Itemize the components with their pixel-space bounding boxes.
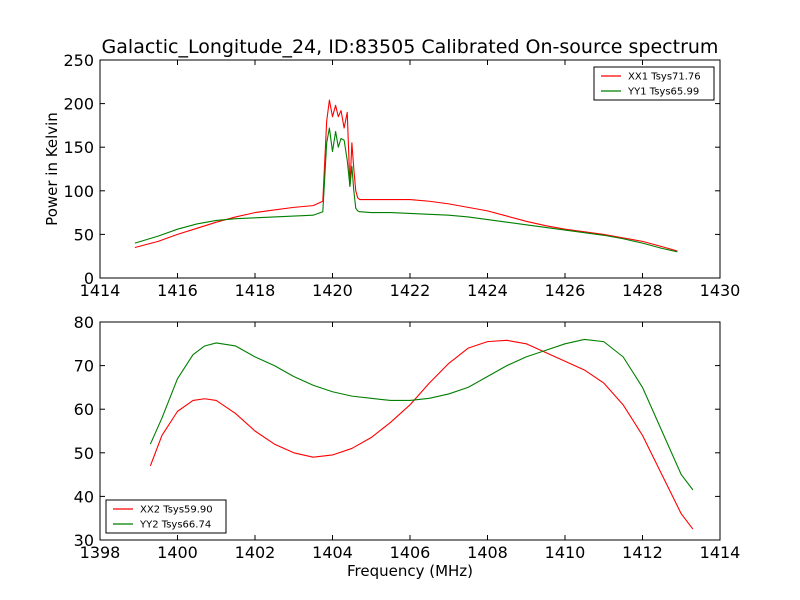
series-line-red	[149, 339, 694, 530]
x-tick-label: 1420	[312, 281, 353, 300]
legend-box	[593, 66, 715, 101]
y-tick-label: 200	[63, 95, 94, 114]
y-tick-label: 70	[74, 357, 94, 376]
legend-box	[105, 499, 227, 534]
x-tick-label: 1400	[157, 543, 198, 562]
x-tick-label: 1402	[235, 543, 276, 562]
x-tick-label: 1416	[157, 281, 198, 300]
x-tick-label: 1414	[80, 281, 121, 300]
y-tick-label: 0	[84, 269, 94, 288]
series-line-green	[149, 338, 694, 491]
y-tick-label: 150	[63, 138, 94, 157]
x-tick-label: 1398	[80, 543, 121, 562]
y-tick-label: 40	[74, 487, 94, 506]
legend: XX2 Tsys59.90 YY2 Tsys66.74	[105, 499, 227, 534]
legend-entry: XX1 Tsys71.76	[628, 72, 701, 83]
figure-title: Galactic_Longitude_24, ID:83505 Calibrat…	[102, 36, 719, 58]
top-panel: 1414 1416 1418 1420 1422 1424 1426 1428 1430 0 50 1…	[43, 51, 740, 300]
x-tick-label: 1424	[467, 281, 508, 300]
legend-entry: YY2 Tsys66.74	[139, 520, 211, 531]
series-line-red	[134, 99, 678, 252]
y-tick-label: 50	[74, 225, 94, 244]
legend-entry: XX2 Tsys59.90	[140, 505, 213, 516]
y-tick-label: 50	[74, 444, 94, 463]
x-tick-label: 1412	[622, 543, 663, 562]
y-tick-label: 100	[63, 182, 94, 201]
y-tick-label: 80	[74, 313, 94, 332]
x-tick-label: 1408	[467, 543, 508, 562]
bottom-panel: 1398 1400 1402 1404 1406 1408 1410 1412 1414 30 40…	[74, 313, 741, 580]
x-axis-title: Frequency (MHz)	[347, 562, 473, 580]
y-tick-label: 250	[63, 51, 94, 70]
x-tick-label: 1430	[700, 281, 741, 300]
x-tick-label: 1422	[390, 281, 431, 300]
x-tick-label: 1404	[312, 543, 353, 562]
x-tick-label: 1418	[235, 281, 276, 300]
y-tick-label: 30	[74, 531, 94, 550]
y-tick-label: 60	[74, 400, 94, 419]
x-tick-label: 1414	[700, 543, 741, 562]
y-axis-title: Power in Kelvin	[43, 112, 61, 226]
legend-entry: YY1 Tsys65.99	[627, 87, 699, 98]
x-tick-label: 1428	[622, 281, 663, 300]
x-tick-label: 1410	[545, 543, 586, 562]
series-line-green	[134, 127, 678, 253]
x-tick-label: 1406	[390, 543, 431, 562]
legend: XX1 Tsys71.76 YY1 Tsys65.99	[593, 66, 715, 101]
x-tick-label: 1426	[545, 281, 586, 300]
